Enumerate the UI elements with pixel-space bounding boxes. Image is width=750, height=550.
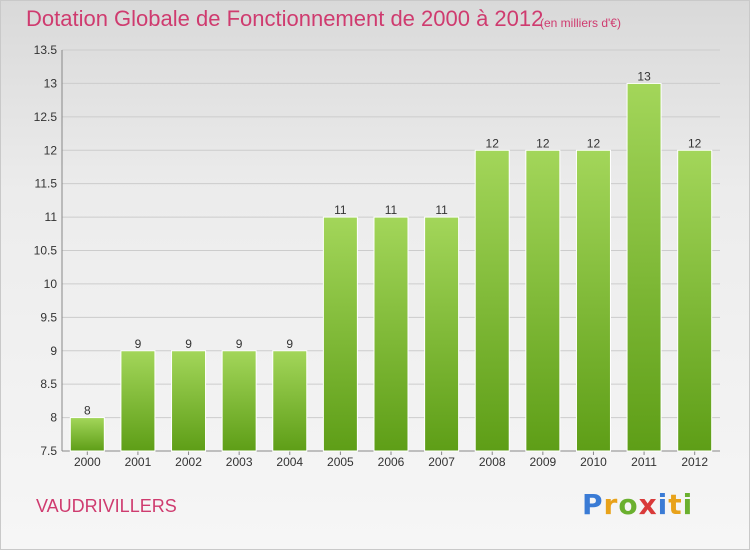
data-label-2008: 12 [486, 136, 500, 150]
bar-2012 [677, 149, 713, 452]
proxiti-logo[interactable]: Proxiti [582, 488, 694, 521]
data-label-2003: 9 [236, 337, 243, 351]
x-tick-label-2010: 2010 [580, 455, 607, 469]
x-tick-label-2011: 2011 [631, 455, 657, 469]
bar-2010 [575, 149, 611, 452]
bar-2007 [424, 216, 460, 452]
y-tick-label: 10.5 [34, 244, 58, 258]
data-label-2004: 9 [286, 337, 293, 351]
y-tick-label: 13 [44, 76, 58, 90]
chart-title: Dotation Globale de Fonctionnement de 20… [26, 6, 544, 31]
y-tick-label: 7.5 [40, 444, 57, 458]
y-tick-label: 9.5 [40, 310, 57, 324]
data-label-2000: 8 [84, 404, 91, 418]
x-tick-label-2005: 2005 [327, 455, 354, 469]
bar-2005 [322, 216, 358, 452]
y-tick-label: 10 [44, 277, 58, 291]
x-tick-label-2009: 2009 [529, 455, 556, 469]
x-tick-label-2003: 2003 [226, 455, 253, 469]
chart-subtitle: (en milliers d'€) [540, 16, 621, 30]
y-tick-label: 13.5 [34, 43, 58, 57]
y-tick-label: 11.5 [35, 177, 58, 191]
x-tick-label-2004: 2004 [276, 455, 303, 469]
data-label-2001: 9 [135, 337, 142, 351]
bar-2002 [171, 350, 207, 452]
data-label-2009: 12 [536, 136, 550, 150]
data-label-2006: 11 [385, 203, 398, 217]
bar-2003 [221, 350, 257, 452]
bar-2011 [626, 82, 662, 452]
y-tick-label: 8.5 [40, 377, 57, 391]
commune-name: VAUDRIVILLERS [36, 496, 177, 516]
y-tick-label: 8 [50, 411, 57, 425]
bar-2000 [69, 417, 105, 452]
bar-2004 [272, 350, 308, 452]
data-label-2011: 13 [637, 69, 651, 83]
data-label-2007: 11 [435, 203, 448, 217]
y-tick-label: 12 [44, 143, 58, 157]
bar-2006 [373, 216, 409, 452]
data-label-2010: 12 [587, 136, 601, 150]
x-tick-label-2008: 2008 [479, 455, 506, 469]
data-label-2005: 11 [334, 203, 347, 217]
data-label-2002: 9 [185, 337, 192, 351]
bar-2008 [474, 149, 510, 452]
y-tick-label: 12.5 [34, 110, 58, 124]
x-tick-label-2007: 2007 [428, 455, 455, 469]
data-label-2012: 12 [688, 136, 702, 150]
bar-2009 [525, 149, 561, 452]
x-tick-label-2000: 2000 [74, 455, 101, 469]
x-tick-label-2002: 2002 [175, 455, 202, 469]
y-tick-label: 11 [45, 210, 58, 224]
x-tick-label-2012: 2012 [681, 455, 708, 469]
bar-2001 [120, 350, 156, 452]
x-tick-label-2001: 2001 [125, 455, 152, 469]
y-tick-label: 9 [50, 344, 57, 358]
x-tick-label-2006: 2006 [378, 455, 405, 469]
